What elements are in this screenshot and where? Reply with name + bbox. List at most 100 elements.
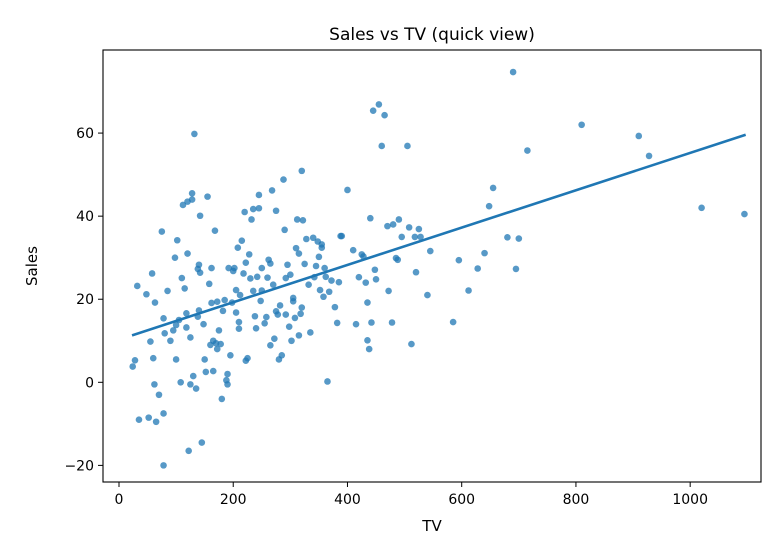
x-tick-label: 200 — [220, 492, 247, 508]
data-point — [385, 287, 392, 295]
data-point — [129, 363, 136, 370]
data-point — [264, 274, 271, 281]
data-point — [204, 193, 211, 200]
x-axis-label: TV — [421, 517, 442, 535]
data-point — [221, 296, 228, 304]
data-point — [298, 304, 306, 311]
data-point — [325, 288, 333, 296]
data-point — [241, 208, 248, 216]
data-point — [133, 282, 141, 290]
data-point — [328, 277, 335, 284]
data-point — [309, 234, 317, 242]
data-point — [236, 291, 244, 299]
data-point — [161, 329, 168, 337]
data-point — [297, 310, 304, 318]
data-point — [321, 264, 328, 272]
data-point — [261, 320, 268, 327]
data-point — [245, 251, 253, 258]
data-point — [213, 298, 221, 306]
data-point — [205, 280, 213, 288]
data-point — [369, 107, 377, 114]
data-point — [362, 279, 370, 286]
data-point — [185, 447, 192, 455]
data-point — [227, 352, 234, 359]
data-point — [324, 378, 331, 385]
data-point — [415, 225, 423, 233]
data-point — [169, 327, 177, 334]
data-point — [303, 235, 310, 243]
data-point — [318, 244, 326, 252]
data-point — [208, 264, 215, 272]
data-point — [284, 261, 291, 269]
data-point — [335, 278, 343, 286]
data-point — [509, 68, 517, 76]
data-point — [235, 325, 243, 333]
data-point — [184, 250, 191, 257]
data-point — [291, 314, 299, 322]
data-point — [179, 201, 187, 209]
data-point — [481, 249, 488, 257]
data-point — [152, 418, 160, 426]
data-point — [364, 299, 371, 306]
x-tick-label: 1000 — [672, 492, 708, 508]
data-point — [368, 319, 375, 326]
data-point — [158, 228, 166, 235]
data-point — [181, 285, 188, 292]
data-point — [196, 269, 204, 276]
data-point — [191, 130, 198, 138]
data-point — [249, 287, 257, 295]
data-point — [271, 335, 278, 342]
data-point — [252, 325, 260, 332]
data-point — [411, 233, 419, 241]
data-point — [147, 338, 154, 345]
data-point — [489, 184, 497, 192]
data-point — [485, 202, 493, 210]
data-point — [160, 462, 167, 469]
data-point — [155, 391, 163, 399]
data-point — [240, 270, 247, 277]
data-point — [408, 340, 415, 348]
data-point — [143, 290, 150, 298]
data-point — [274, 311, 282, 318]
data-point — [172, 356, 180, 363]
data-point — [167, 337, 174, 345]
data-point — [211, 227, 219, 234]
data-point — [183, 310, 190, 317]
data-point — [249, 205, 257, 213]
data-point — [253, 273, 261, 281]
data-point — [298, 167, 306, 175]
data-point — [267, 342, 274, 349]
data-point — [257, 297, 264, 305]
data-point — [238, 237, 246, 244]
data-point — [338, 232, 346, 240]
data-point — [188, 190, 196, 197]
data-point — [372, 275, 380, 283]
data-point — [171, 254, 179, 261]
data-point — [213, 345, 221, 353]
data-point — [287, 271, 294, 279]
x-axis: 0 200 400 600 800 1000 — [115, 482, 708, 508]
data-point — [148, 270, 156, 277]
data-point — [524, 147, 531, 154]
data-point — [741, 210, 748, 218]
data-point — [455, 256, 463, 264]
data-point — [272, 207, 280, 215]
data-point — [635, 132, 643, 140]
data-point — [160, 315, 167, 322]
data-point — [231, 264, 238, 272]
data-point — [188, 196, 196, 203]
data-point — [217, 340, 224, 348]
data-point — [177, 379, 184, 386]
data-point — [235, 318, 243, 326]
data-point — [367, 214, 374, 222]
data-point — [333, 319, 341, 327]
data-point — [405, 224, 413, 231]
data-point — [285, 323, 293, 330]
data-point — [192, 385, 200, 392]
data-point — [504, 234, 511, 241]
data-point — [218, 395, 226, 403]
y-tick-label: 0 — [85, 375, 94, 391]
data-point — [172, 321, 180, 329]
data-point — [164, 287, 171, 295]
